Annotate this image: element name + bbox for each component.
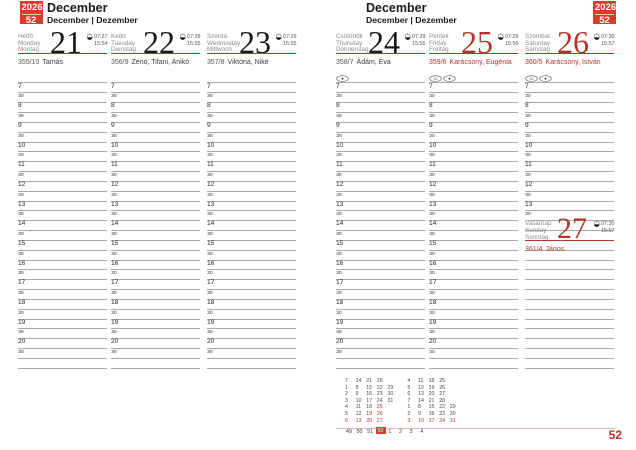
svg-text:02: 02 <box>530 77 534 81</box>
svg-text:02: 02 <box>434 77 438 81</box>
